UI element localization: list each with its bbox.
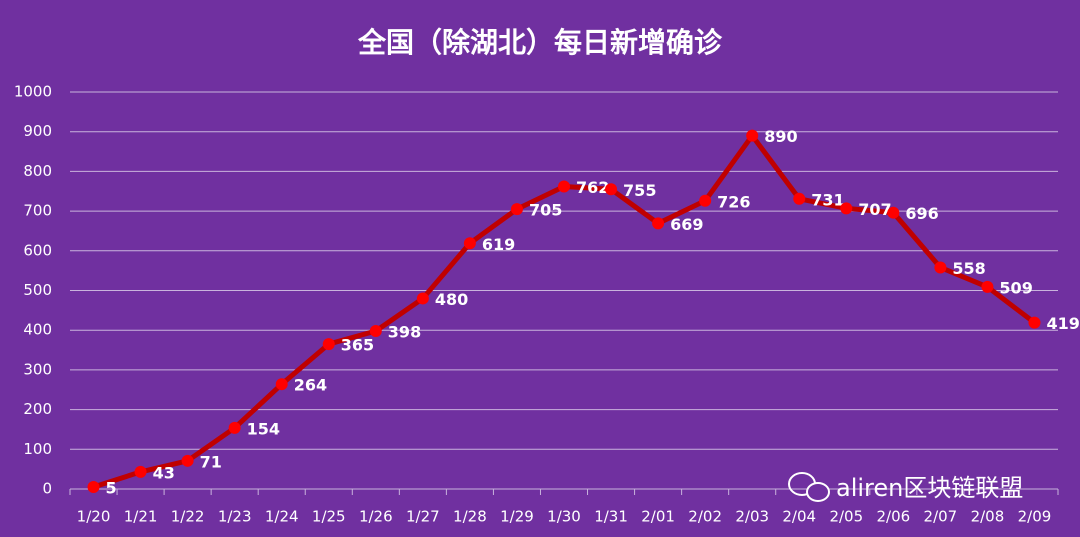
x-tick-label: 1/25	[312, 508, 346, 526]
data-point	[699, 194, 712, 207]
x-tick-label: 1/29	[500, 508, 534, 526]
data-point	[1028, 316, 1041, 329]
x-tick-label: 2/07	[924, 508, 958, 526]
data-point	[981, 280, 994, 293]
data-point	[605, 183, 618, 196]
data-label: 619	[482, 235, 515, 254]
data-label: 669	[670, 215, 703, 234]
x-tick-label: 1/22	[171, 508, 205, 526]
watermark: aliren区块链联盟	[836, 474, 1023, 502]
y-tick-label: 400	[23, 321, 52, 339]
data-point	[134, 465, 147, 478]
x-tick-label: 1/28	[453, 508, 487, 526]
data-label: 264	[294, 376, 327, 395]
data-point	[887, 206, 900, 219]
data-label: 5	[106, 479, 117, 498]
x-tick-label: 2/09	[1018, 508, 1052, 526]
data-label: 731	[811, 190, 844, 209]
x-tick-label: 1/20	[77, 508, 111, 526]
data-point	[746, 129, 759, 142]
data-label: 755	[623, 181, 656, 200]
x-tick-label: 1/27	[406, 508, 440, 526]
data-label: 705	[529, 201, 562, 220]
data-point	[416, 292, 429, 305]
x-tick-label: 2/06	[876, 508, 910, 526]
x-tick-label: 2/05	[829, 508, 863, 526]
x-tick-label: 2/01	[641, 508, 675, 526]
data-point	[322, 338, 335, 351]
data-point	[228, 421, 241, 434]
x-tick-label: 2/02	[688, 508, 722, 526]
data-label: 43	[153, 463, 175, 482]
data-label: 762	[576, 178, 609, 197]
y-tick-label: 200	[23, 400, 52, 418]
data-point	[652, 217, 665, 230]
data-point	[463, 237, 476, 250]
y-tick-label: 100	[23, 440, 52, 458]
chart-title: 全国（除湖北）每日新增确诊	[357, 26, 723, 59]
data-label: 154	[247, 419, 280, 438]
x-tick-label: 1/24	[265, 508, 299, 526]
x-tick-label: 2/08	[971, 508, 1005, 526]
data-label: 365	[341, 336, 374, 355]
data-label: 726	[717, 192, 750, 211]
data-point	[840, 202, 853, 215]
data-label: 890	[764, 127, 797, 146]
x-tick-label: 2/03	[735, 508, 769, 526]
x-tick-label: 1/26	[359, 508, 393, 526]
y-tick-label: 900	[23, 122, 52, 140]
data-point	[275, 378, 288, 391]
x-tick-label: 1/23	[218, 508, 252, 526]
data-label: 707	[858, 200, 891, 219]
data-point	[558, 180, 570, 193]
data-point	[793, 192, 806, 205]
data-point	[181, 454, 194, 467]
y-tick-label: 1000	[14, 83, 52, 101]
data-label: 696	[905, 204, 938, 223]
y-tick-label: 800	[23, 162, 52, 180]
data-label: 509	[999, 278, 1032, 297]
data-point	[934, 261, 947, 274]
data-point	[510, 203, 523, 216]
watermark-icon	[788, 472, 830, 502]
x-tick-label: 1/21	[124, 508, 158, 526]
y-tick-label: 600	[23, 241, 52, 259]
data-point	[369, 324, 382, 337]
y-tick-label: 700	[23, 202, 52, 220]
x-tick-label: 2/04	[782, 508, 816, 526]
x-tick-label: 1/31	[594, 508, 628, 526]
data-label: 398	[388, 322, 421, 341]
data-label: 419	[1046, 314, 1079, 333]
y-tick-label: 300	[23, 360, 52, 378]
data-point	[87, 481, 100, 494]
data-label: 480	[435, 290, 468, 309]
x-tick-label: 1/30	[547, 508, 581, 526]
data-label: 71	[200, 452, 222, 471]
data-label: 558	[952, 259, 985, 278]
y-tick-label: 0	[42, 480, 52, 498]
y-tick-label: 500	[23, 281, 52, 299]
